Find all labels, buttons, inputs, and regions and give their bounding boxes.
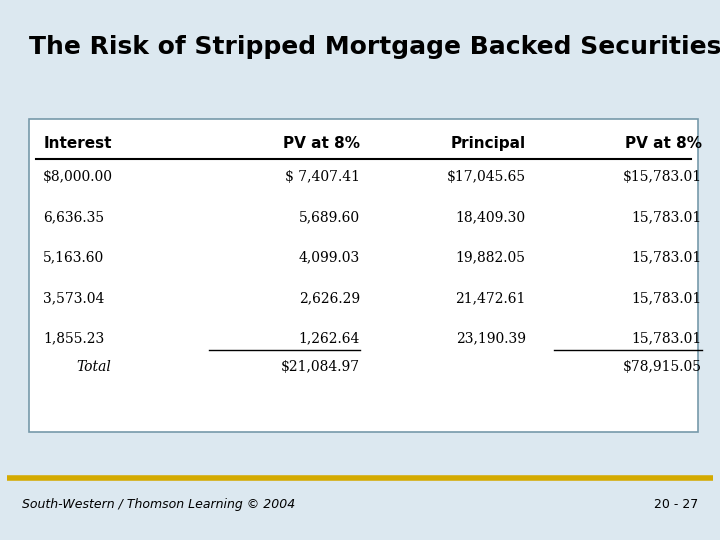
Text: $21,084.97: $21,084.97	[281, 360, 360, 374]
Text: South-Western / Thomson Learning © 2004: South-Western / Thomson Learning © 2004	[22, 498, 295, 511]
Text: The Risk of Stripped Mortgage Backed Securities: The Risk of Stripped Mortgage Backed Sec…	[29, 35, 720, 59]
Text: 15,783.01: 15,783.01	[631, 291, 702, 305]
Text: 5,163.60: 5,163.60	[43, 251, 104, 265]
Text: 23,190.39: 23,190.39	[456, 332, 526, 346]
Text: PV at 8%: PV at 8%	[625, 136, 702, 151]
Text: PV at 8%: PV at 8%	[283, 136, 360, 151]
Text: 18,409.30: 18,409.30	[456, 210, 526, 224]
Text: 20 - 27: 20 - 27	[654, 498, 698, 511]
Text: $ 7,407.41: $ 7,407.41	[285, 170, 360, 184]
Text: 5,689.60: 5,689.60	[299, 210, 360, 224]
Text: 21,472.61: 21,472.61	[455, 291, 526, 305]
Text: 4,099.03: 4,099.03	[299, 251, 360, 265]
Text: 15,783.01: 15,783.01	[631, 210, 702, 224]
Text: $15,783.01: $15,783.01	[623, 170, 702, 184]
Text: 15,783.01: 15,783.01	[631, 332, 702, 346]
Text: Interest: Interest	[43, 136, 112, 151]
Text: 1,855.23: 1,855.23	[43, 332, 104, 346]
Text: Total: Total	[76, 360, 111, 374]
Text: 3,573.04: 3,573.04	[43, 291, 104, 305]
Text: 2,626.29: 2,626.29	[299, 291, 360, 305]
Text: $17,045.65: $17,045.65	[446, 170, 526, 184]
Text: Principal: Principal	[451, 136, 526, 151]
Text: 6,636.35: 6,636.35	[43, 210, 104, 224]
FancyBboxPatch shape	[29, 119, 698, 432]
Text: $8,000.00: $8,000.00	[43, 170, 113, 184]
Text: 15,783.01: 15,783.01	[631, 251, 702, 265]
Text: 1,262.64: 1,262.64	[299, 332, 360, 346]
Text: $78,915.05: $78,915.05	[623, 360, 702, 374]
Text: 19,882.05: 19,882.05	[456, 251, 526, 265]
